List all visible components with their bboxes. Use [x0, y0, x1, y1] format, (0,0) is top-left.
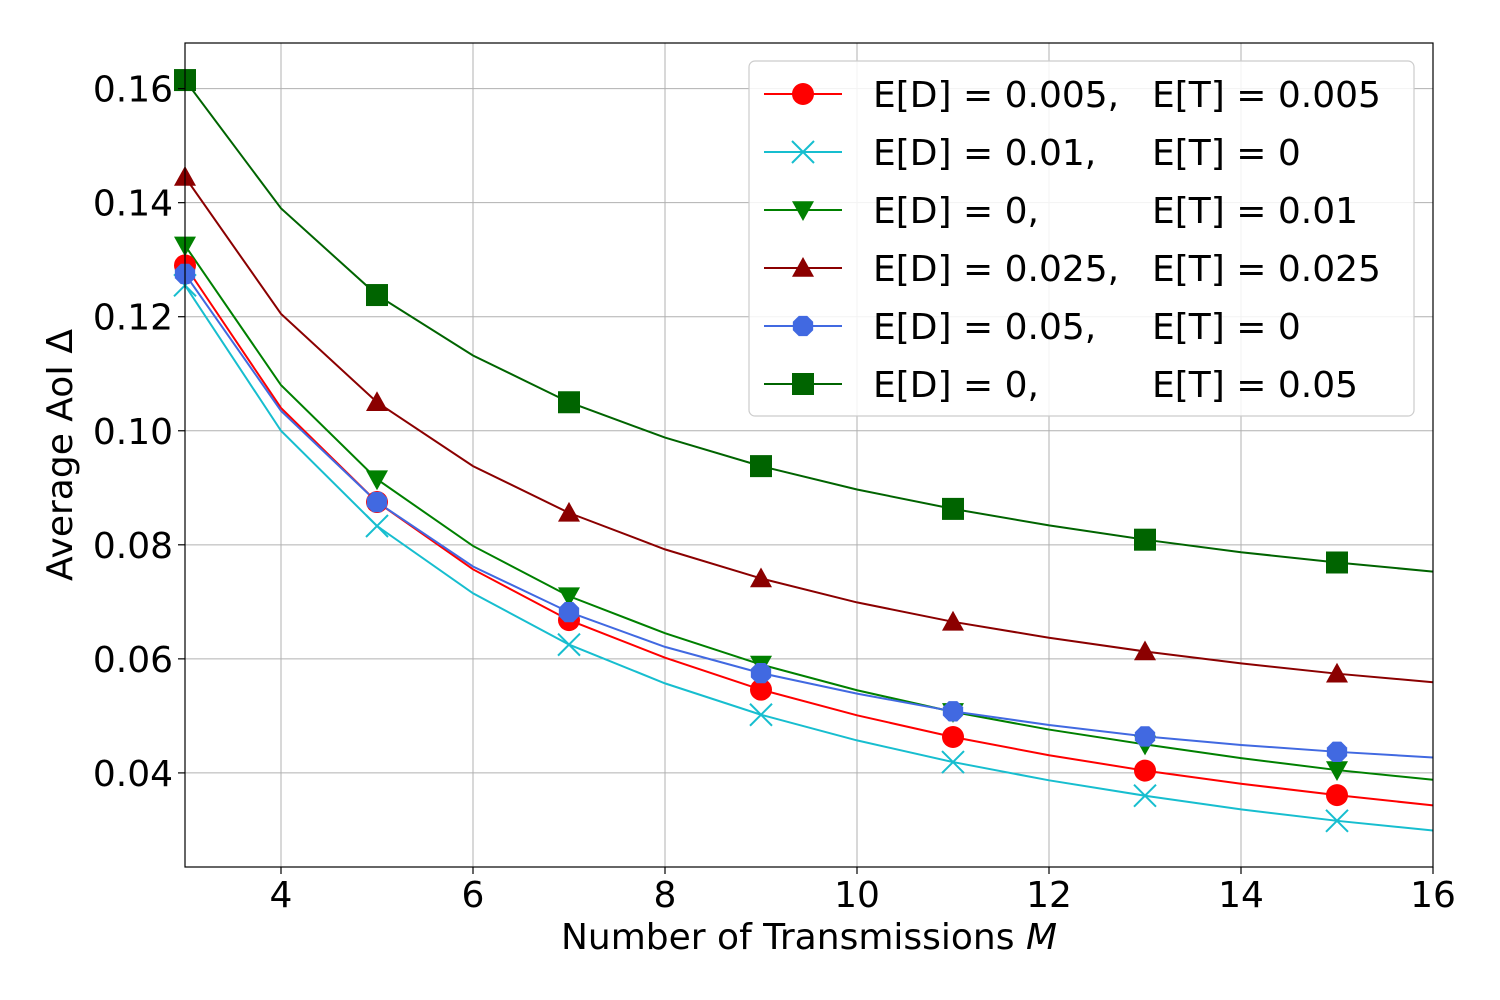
- x-tick-label: 14: [1218, 875, 1264, 916]
- legend-marker: [792, 373, 814, 395]
- y-tick-label: 0.16: [93, 70, 173, 111]
- legend-label-t: E[T] = 0: [1152, 133, 1301, 174]
- data-point: [749, 703, 773, 727]
- y-tick-label: 0.12: [93, 298, 173, 339]
- series-lines: [185, 79, 1433, 832]
- data-point: [365, 514, 389, 538]
- legend-label-d: E[D] = 0.01,: [873, 133, 1096, 174]
- legend-entry-3: E[D] = 0, E[T] = 0.01: [764, 191, 1358, 232]
- legend-label-d: E[D] = 0,: [873, 191, 1039, 232]
- x-axis-label-variable: M: [1026, 917, 1057, 958]
- data-point: [1326, 761, 1348, 782]
- series-line-3: [185, 244, 1433, 781]
- series-line-6: [185, 79, 1433, 573]
- data-point: [1134, 726, 1156, 747]
- y-tick-label: 0.10: [93, 412, 173, 453]
- data-point: [942, 701, 964, 722]
- x-tick-label: 16: [1410, 875, 1456, 916]
- data-point: [942, 725, 964, 748]
- data-point: [1134, 759, 1156, 782]
- legend: E[D] = 0.005, E[T] = 0.005 E[D] = 0.01, E[T…: [748, 60, 1415, 417]
- x-tick-label: 4: [270, 875, 293, 916]
- data-point: [366, 391, 388, 412]
- y-tick-label: 0.06: [93, 640, 173, 681]
- x-tick-label: 12: [1026, 875, 1072, 916]
- series-markers: [173, 69, 1349, 833]
- y-tick-label: 0.08: [93, 526, 173, 567]
- series-line-2: [185, 284, 1433, 832]
- legend-label-t: E[T] = 0.005: [1152, 75, 1381, 116]
- legend-entry-5: E[D] = 0.05, E[T] = 0: [764, 307, 1301, 348]
- data-point: [366, 284, 388, 307]
- data-point: [558, 391, 580, 414]
- y-tick-label: 0.04: [93, 754, 173, 795]
- data-point: [1326, 551, 1348, 574]
- y-axis: 0.04 0.06 0.08 0.10 0.12 0.14 0.16: [93, 70, 185, 795]
- legend-label-t: E[T] = 0.05: [1152, 365, 1358, 406]
- legend-box: [748, 60, 1415, 417]
- x-axis-label: Number of Transmissions M: [561, 917, 1057, 958]
- plot-frame: [184, 42, 1434, 868]
- series-markers-6: [174, 69, 1348, 574]
- legend-label-d: E[D] = 0,: [873, 365, 1039, 406]
- data-point: [366, 491, 388, 513]
- series-line-5: [185, 273, 1433, 759]
- legend-entry-1: E[D] = 0.005, E[T] = 0.005: [764, 75, 1381, 116]
- x-tick-label: 6: [462, 875, 485, 916]
- legend-label-d: E[D] = 0.025,: [873, 249, 1119, 290]
- x-axis: 4 6 8 10 12 14 16: [270, 867, 1456, 916]
- data-point: [942, 497, 964, 520]
- legend-label-t: E[T] = 0: [1152, 307, 1301, 348]
- x-tick-label: 8: [654, 875, 677, 916]
- data-point: [1325, 809, 1349, 833]
- data-point: [1326, 662, 1348, 683]
- legend-marker: [792, 83, 814, 105]
- data-point: [750, 455, 772, 478]
- data-point: [1326, 741, 1348, 762]
- data-point: [941, 750, 965, 774]
- data-point: [1326, 784, 1348, 807]
- data-point: [558, 501, 580, 522]
- data-point: [942, 610, 964, 631]
- legend-label-d: E[D] = 0.005,: [873, 75, 1119, 116]
- legend-marker: [792, 201, 814, 221]
- legend-entry-2: E[D] = 0.01, E[T] = 0: [764, 133, 1301, 174]
- legend-label-t: E[T] = 0.025: [1152, 249, 1381, 290]
- data-point: [1134, 528, 1156, 551]
- legend-marker: [791, 140, 815, 164]
- data-point: [1133, 784, 1157, 808]
- y-axis-label: Average AoI Δ: [40, 329, 81, 581]
- series-markers-4: [174, 166, 1348, 683]
- data-point: [750, 678, 772, 701]
- data-point: [557, 632, 581, 657]
- data-point: [1134, 640, 1156, 661]
- data-point: [558, 601, 580, 623]
- data-point: [750, 662, 772, 684]
- x-tick-label: 10: [834, 875, 880, 916]
- legend-entry-4: E[D] = 0.025, E[T] = 0.025: [764, 249, 1381, 290]
- y-tick-label: 0.14: [93, 184, 173, 225]
- legend-label-t: E[T] = 0.01: [1152, 191, 1358, 232]
- series-line-4: [185, 176, 1433, 684]
- data-point: [558, 587, 580, 608]
- legend-label-d: E[D] = 0.05,: [873, 307, 1096, 348]
- data-point: [366, 470, 388, 491]
- legend-marker: [792, 257, 814, 277]
- legend-entry-6: E[D] = 0, E[T] = 0.05: [764, 365, 1358, 406]
- data-point: [750, 567, 772, 588]
- legend-marker: [792, 315, 814, 337]
